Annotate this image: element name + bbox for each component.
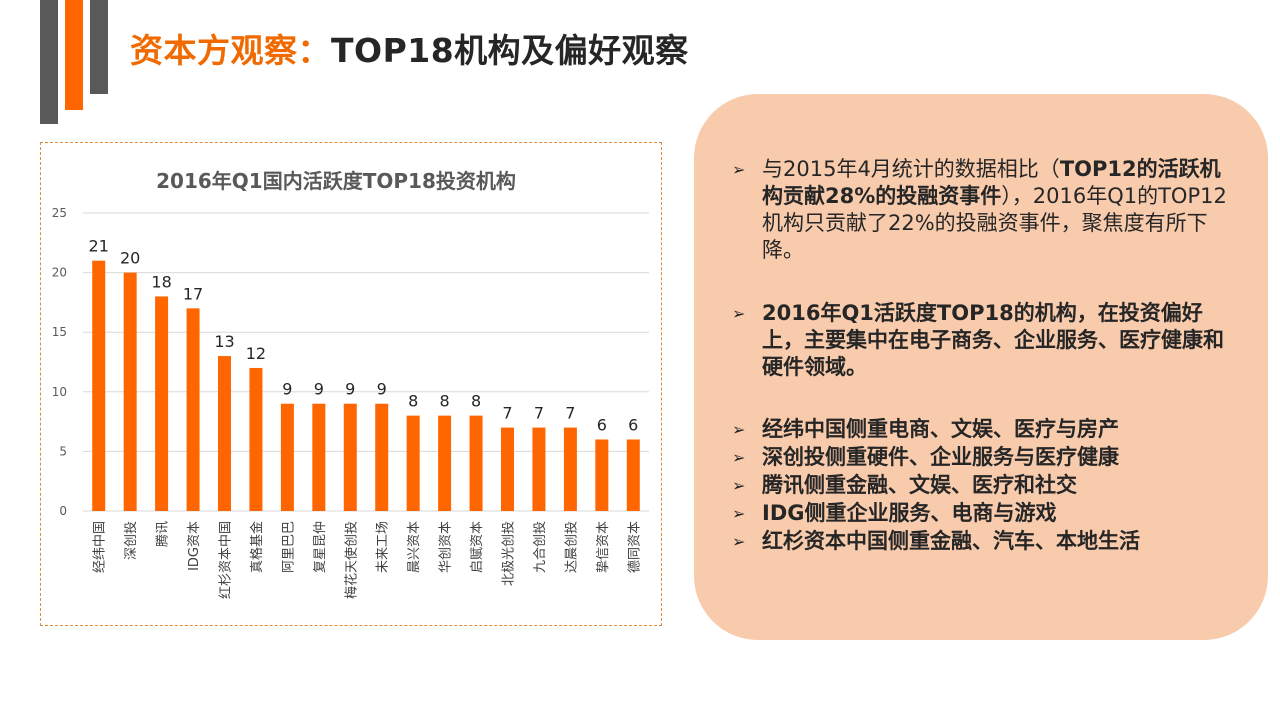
- page-title-rest: TOP18机构及偏好观察: [331, 31, 689, 70]
- x-tick-label: 未来工场: [376, 521, 391, 573]
- arrow-bullet-icon: ➢: [732, 504, 746, 523]
- y-tick-label: 5: [59, 444, 67, 458]
- arrow-bullet-icon: ➢: [732, 532, 746, 551]
- x-tick-label: 达晨创投: [563, 521, 579, 573]
- y-tick-label: 0: [59, 504, 67, 518]
- bar: [92, 260, 106, 511]
- x-tick-label: IDG资本: [187, 521, 202, 571]
- insight-bullet-2: ➢ 2016年Q1活跃度TOP18的机构，在投资偏好上，主要集中在电子商务、企业…: [732, 300, 1232, 381]
- data-label: 18: [151, 272, 171, 291]
- bar: [249, 367, 263, 511]
- data-label: 20: [120, 249, 140, 268]
- x-tick-label: 腾讯: [155, 521, 171, 547]
- bar: [626, 439, 640, 511]
- arrow-bullet-icon: ➢: [732, 420, 746, 439]
- preference-text: 经纬中国侧重电商、文娱、医疗与房产: [762, 417, 1119, 441]
- bar: [312, 403, 326, 511]
- decor-bar-orange: [65, 0, 83, 110]
- preference-list-item: ➢ 深创投侧重硬件、企业服务与医疗健康: [732, 444, 1232, 471]
- bar: [532, 427, 546, 511]
- chart-frame: 2016年Q1国内活跃度TOP18投资机构 0 5 10 15 20 25 21 经纬中国 2…: [40, 142, 662, 626]
- x-tick-label: 真格基金: [249, 521, 265, 573]
- x-tick-label: 华创资本: [439, 521, 454, 573]
- x-tick-label: 德同资本: [627, 521, 642, 573]
- data-label: 8: [408, 392, 418, 411]
- data-label: 17: [183, 284, 203, 303]
- data-label: 8: [471, 392, 481, 411]
- bar: [406, 415, 420, 511]
- data-label: 13: [214, 332, 234, 351]
- y-tick-label: 25: [52, 206, 67, 220]
- bar: [155, 296, 169, 511]
- x-tick-label: 阿里巴巴: [281, 521, 296, 573]
- data-label: 6: [597, 415, 607, 434]
- preference-list-item: ➢ 腾讯侧重金融、文娱、医疗和社交: [732, 472, 1232, 499]
- x-tick-label: 晨兴资本: [407, 521, 422, 573]
- arrow-bullet-icon: ➢: [732, 160, 746, 179]
- decor-bar-dark-1: [40, 0, 58, 124]
- data-label: 9: [377, 380, 387, 399]
- page-title-highlight: 资本方观察：: [130, 31, 331, 70]
- insight-1-text-bold: TOP12的活跃机构贡献28%的投融资事件: [762, 157, 1221, 208]
- preference-text: IDG侧重企业服务、电商与游戏: [762, 501, 1057, 525]
- data-label: 9: [345, 380, 355, 399]
- preference-text: 红杉资本中国侧重金融、汽车、本地生活: [762, 529, 1140, 553]
- bar: [469, 415, 483, 511]
- bar: [375, 403, 389, 511]
- x-tick-label: 挚信资本: [596, 521, 611, 573]
- page-title: 资本方观察：TOP18机构及偏好观察: [130, 24, 689, 72]
- data-label: 7: [502, 404, 512, 423]
- x-tick-label: 北极光创投: [501, 521, 517, 586]
- bar: [186, 308, 200, 511]
- insight-bullet-1: ➢ 与2015年4月统计的数据相比（TOP12的活跃机构贡献28%的投融资事件）…: [732, 156, 1232, 264]
- preference-text: 深创投侧重硬件、企业服务与医疗健康: [762, 445, 1119, 469]
- preference-list-item: ➢ 红杉资本中国侧重金融、汽车、本地生活: [732, 528, 1232, 555]
- bar: [280, 403, 294, 511]
- data-label: 12: [246, 344, 266, 363]
- arrow-bullet-icon: ➢: [732, 476, 746, 495]
- data-label: 9: [282, 380, 292, 399]
- data-label: 8: [440, 392, 450, 411]
- x-tick-label: 九合创投: [532, 521, 548, 573]
- x-tick-label: 深创投: [123, 521, 139, 560]
- y-tick-label: 15: [52, 325, 67, 339]
- insight-1-text-c: ），2016年Q1的TOP12机构只贡献了22%的投融资事件，聚焦度有所下降。: [762, 184, 1227, 262]
- x-tick-label: 启赋资本: [470, 521, 485, 573]
- bar: [595, 439, 609, 511]
- bar: [563, 427, 577, 511]
- y-tick-label: 20: [52, 266, 67, 280]
- chart-title: 2016年Q1国内活跃度TOP18投资机构: [156, 169, 516, 193]
- arrow-bullet-icon: ➢: [732, 304, 746, 323]
- preference-list-item: ➢ IDG侧重企业服务、电商与游戏: [732, 500, 1232, 527]
- data-label: 21: [89, 237, 109, 256]
- bar-chart: 2016年Q1国内活跃度TOP18投资机构 0 5 10 15 20 25 21 经纬中国 2…: [52, 169, 649, 599]
- data-label: 7: [565, 404, 575, 423]
- x-tick-label: 梅花天使创投: [343, 521, 359, 599]
- preference-list-item: ➢ 经纬中国侧重电商、文娱、医疗与房产: [732, 416, 1232, 443]
- preference-text: 腾讯侧重金融、文娱、医疗和社交: [762, 473, 1077, 497]
- decor-bar-dark-2: [90, 0, 108, 94]
- x-tick-label: 经纬中国: [93, 521, 108, 573]
- data-label: 7: [534, 404, 544, 423]
- bar: [218, 356, 231, 511]
- data-label: 6: [628, 415, 638, 434]
- bar: [438, 415, 452, 511]
- bar: [123, 272, 137, 511]
- insight-panel: ➢ 与2015年4月统计的数据相比（TOP12的活跃机构贡献28%的投融资事件）…: [694, 94, 1268, 640]
- x-tick-label: 复星昆仲: [313, 521, 328, 573]
- arrow-bullet-icon: ➢: [732, 448, 746, 467]
- y-tick-label: 10: [52, 385, 67, 399]
- insight-2-text: 2016年Q1活跃度TOP18的机构，在投资偏好上，主要集中在电子商务、企业服务…: [762, 301, 1224, 379]
- bar: [501, 427, 514, 511]
- insight-1-text-a: 与2015年4月统计的数据相比（: [762, 157, 1060, 181]
- bar: [343, 403, 357, 511]
- x-tick-label: 红杉资本中国: [218, 521, 234, 599]
- data-label: 9: [314, 380, 324, 399]
